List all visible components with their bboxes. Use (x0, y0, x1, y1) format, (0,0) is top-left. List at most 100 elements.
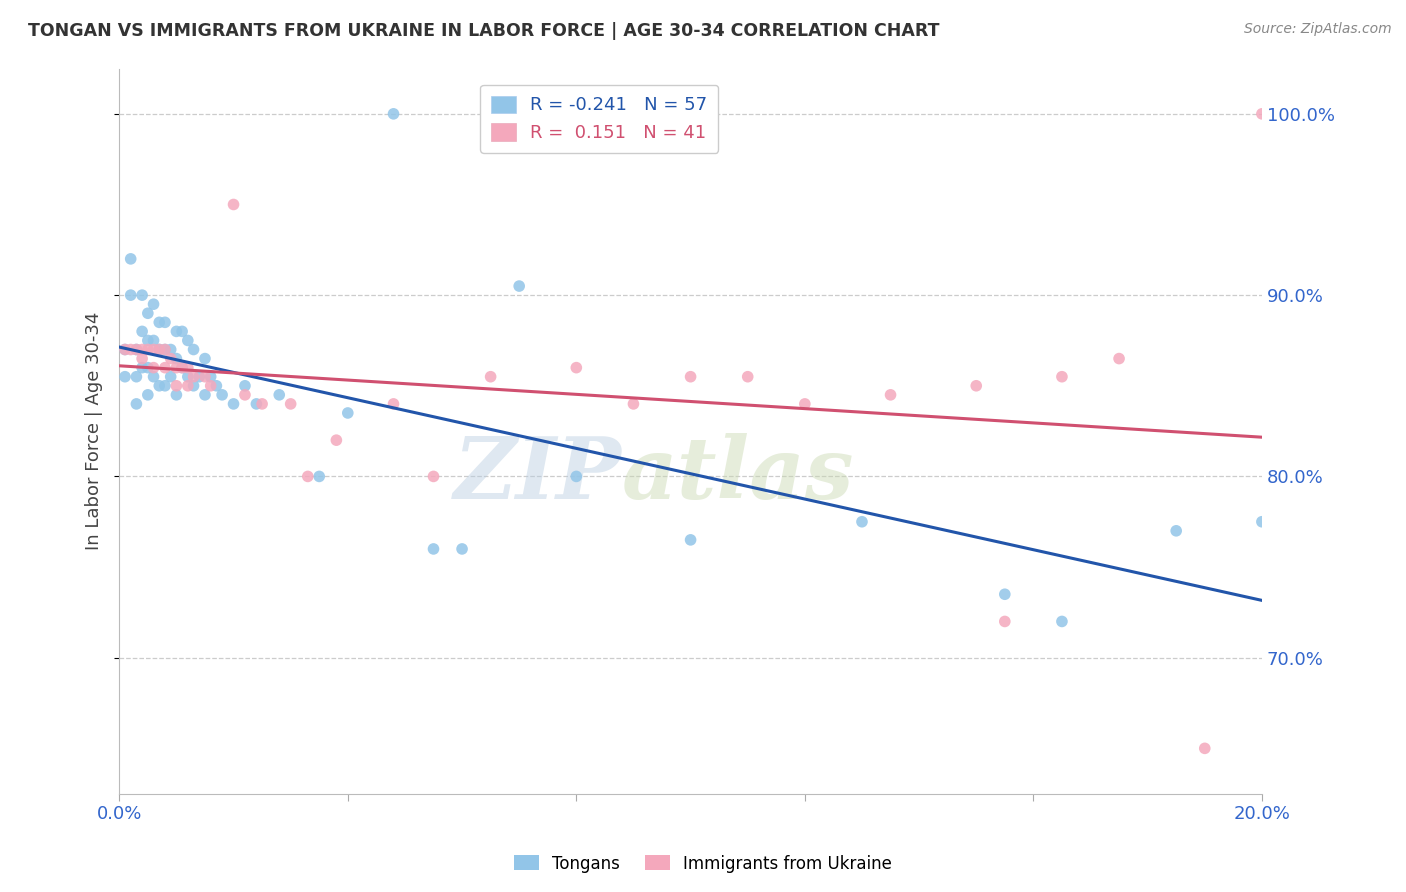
Point (183, 343, 205, 357)
Point (159, 343, 181, 357)
Point (623, 397, 645, 411)
Point (1108, 351, 1130, 366)
Point (1251, 107, 1274, 121)
Point (159, 351, 181, 366)
Point (200, 378, 222, 392)
Point (120, 288, 142, 302)
Point (233, 378, 256, 392)
Point (165, 325, 187, 339)
Point (177, 369, 200, 384)
Point (148, 378, 170, 392)
Text: ZIP: ZIP (454, 433, 621, 516)
Point (114, 369, 136, 384)
Text: TONGAN VS IMMIGRANTS FROM UKRAINE IN LABOR FORCE | AGE 30-34 CORRELATION CHART: TONGAN VS IMMIGRANTS FROM UKRAINE IN LAB… (28, 22, 939, 40)
Point (136, 334, 159, 348)
Point (679, 533, 702, 547)
Point (125, 343, 148, 357)
Point (297, 469, 319, 483)
Point (194, 388, 217, 402)
Point (194, 369, 217, 384)
Point (142, 360, 165, 375)
Text: atlas: atlas (621, 433, 855, 516)
Point (280, 397, 302, 411)
Point (177, 378, 200, 392)
Point (172, 325, 194, 339)
Point (422, 469, 444, 483)
Point (177, 334, 200, 348)
Point (1194, 741, 1216, 756)
Point (131, 351, 153, 366)
Point (679, 369, 702, 384)
Point (211, 388, 233, 402)
Point (142, 334, 165, 348)
Point (172, 360, 194, 375)
Point (1050, 615, 1073, 629)
Point (125, 369, 148, 384)
Point (136, 388, 159, 402)
Y-axis label: In Labor Force | Age 30-34: In Labor Force | Age 30-34 (86, 312, 103, 550)
Point (142, 297, 165, 311)
Point (142, 343, 165, 357)
Point (479, 369, 502, 384)
Point (136, 306, 159, 320)
Point (194, 351, 217, 366)
Point (165, 360, 187, 375)
Point (177, 360, 200, 375)
Point (1166, 524, 1188, 538)
Point (131, 325, 153, 339)
Point (114, 343, 136, 357)
Point (153, 360, 176, 375)
Point (245, 397, 267, 411)
Point (114, 343, 136, 357)
Legend: R = -0.241   N = 57, R =  0.151   N = 41: R = -0.241 N = 57, R = 0.151 N = 41 (479, 85, 718, 153)
Point (793, 397, 815, 411)
Point (131, 343, 153, 357)
Point (165, 388, 187, 402)
Point (125, 343, 148, 357)
Point (183, 369, 205, 384)
Point (172, 360, 194, 375)
Point (136, 343, 159, 357)
Point (737, 369, 759, 384)
Point (148, 343, 170, 357)
Point (565, 360, 588, 375)
Point (965, 378, 987, 392)
Text: Source: ZipAtlas.com: Source: ZipAtlas.com (1244, 22, 1392, 37)
Point (131, 360, 153, 375)
Point (508, 279, 530, 293)
Point (136, 360, 159, 375)
Point (165, 351, 187, 366)
Point (1050, 369, 1073, 384)
Point (233, 388, 256, 402)
Point (565, 469, 588, 483)
Point (382, 107, 405, 121)
Point (851, 515, 873, 529)
Point (120, 252, 142, 266)
Point (148, 315, 170, 329)
Point (153, 343, 176, 357)
Point (879, 388, 901, 402)
Point (1251, 515, 1274, 529)
Point (222, 197, 245, 211)
Point (125, 397, 148, 411)
Point (153, 378, 176, 392)
Point (148, 343, 170, 357)
Point (165, 378, 187, 392)
Point (153, 343, 176, 357)
Point (422, 541, 444, 556)
Point (205, 378, 228, 392)
Point (325, 433, 347, 447)
Point (994, 587, 1017, 601)
Point (222, 397, 245, 411)
Point (200, 369, 222, 384)
Point (120, 343, 142, 357)
Point (308, 469, 330, 483)
Point (153, 315, 176, 329)
Point (269, 388, 291, 402)
Legend: Tongans, Immigrants from Ukraine: Tongans, Immigrants from Ukraine (508, 848, 898, 880)
Point (159, 369, 181, 384)
Point (142, 369, 165, 384)
Point (994, 615, 1017, 629)
Point (183, 378, 205, 392)
Point (131, 288, 153, 302)
